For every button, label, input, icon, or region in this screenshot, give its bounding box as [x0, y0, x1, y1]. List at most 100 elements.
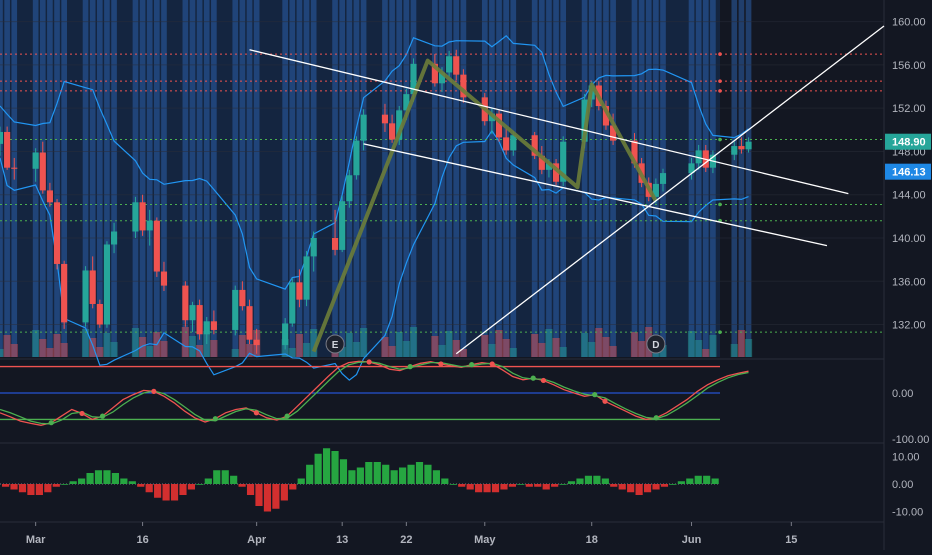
histogram-bar [382, 464, 390, 484]
candle-body [11, 167, 18, 169]
histogram-bar [703, 475, 711, 484]
histogram-bar [306, 464, 314, 484]
histogram-bar [196, 484, 204, 485]
histogram-bar [94, 470, 103, 484]
event-marker-label: E [332, 340, 339, 351]
volume-bar [744, 339, 753, 357]
date-tick-label: Mar [26, 534, 46, 546]
crossover-dot [407, 364, 413, 370]
crossover-dot [79, 410, 85, 417]
crossover-dot [48, 420, 54, 426]
volume-bar [695, 340, 703, 357]
volume-bar [609, 346, 617, 357]
histogram-bar [491, 484, 500, 493]
candle-body [339, 201, 346, 250]
volume-bar [395, 332, 403, 357]
level-marker [718, 202, 722, 207]
candle-body [538, 155, 545, 170]
date-tick-label: 16 [136, 534, 148, 546]
candle-body [695, 150, 702, 164]
level-marker [718, 330, 722, 334]
volume-bar [459, 349, 467, 357]
histogram-bar [52, 484, 60, 487]
volume-bar [231, 349, 239, 357]
candle-body [239, 289, 246, 307]
candle-body [581, 99, 588, 142]
volume-bar [559, 347, 567, 357]
histogram-bar [18, 484, 27, 493]
crossover-dot [602, 398, 608, 404]
crossover-dot [253, 410, 259, 416]
histogram-bar [660, 484, 669, 487]
volume-bar [53, 334, 61, 357]
event-marker-circle [646, 334, 666, 354]
volume-bar [481, 335, 489, 357]
histogram-bar [297, 478, 305, 484]
candle-body [189, 305, 196, 321]
crossover-dot [366, 359, 372, 365]
histogram-bar [390, 470, 398, 484]
candle-body [353, 140, 360, 176]
oscillator-series-line [0, 360, 749, 426]
volume-bar [46, 348, 54, 357]
histogram-bar [551, 484, 559, 487]
histogram-bar [35, 484, 43, 495]
volume-bar [181, 327, 189, 357]
volume-bar [438, 345, 446, 357]
price-tick-label: 160.00 [892, 17, 926, 29]
candle-body [403, 94, 410, 111]
candle-body [396, 110, 403, 140]
candle-body [32, 152, 39, 169]
histogram-bar [103, 470, 111, 484]
histogram-bar [339, 459, 348, 484]
volume-bar [288, 348, 296, 357]
histogram-bar [576, 478, 584, 484]
histogram-bar [27, 484, 35, 495]
price-tick-label: 132.00 [892, 320, 926, 332]
price-label-text: 146.13 [892, 167, 926, 179]
candle-body [303, 256, 310, 300]
crossover-dot [469, 362, 475, 368]
histogram-bar [559, 484, 567, 485]
crossover-dot [151, 388, 157, 394]
histogram-bar [69, 481, 77, 484]
volume-bar [588, 342, 596, 357]
oscillator-tick-label: 0.00 [892, 388, 913, 400]
candle-body [495, 113, 503, 138]
candle-body [103, 244, 111, 325]
histogram-bar [61, 484, 69, 485]
volume-bar [502, 339, 510, 357]
volume-bar [445, 331, 453, 357]
candle-body [738, 146, 745, 150]
candle-body [89, 270, 96, 304]
price-tick-label: 136.00 [892, 276, 926, 288]
histogram-bar [255, 484, 263, 506]
candle-body [346, 175, 353, 202]
histogram-bar [432, 470, 440, 484]
histogram-bar [179, 484, 187, 495]
volume-bar [60, 343, 68, 357]
histogram-bar [213, 470, 221, 484]
histogram-bar [356, 467, 364, 484]
crossover-dot [592, 392, 598, 398]
histogram-bar [694, 475, 702, 484]
candle-body [431, 63, 438, 84]
volume-bar [3, 335, 11, 357]
histogram-bar [348, 470, 356, 484]
histogram-bar [483, 484, 491, 493]
date-tick-label: Apr [247, 534, 267, 546]
histogram-bar [120, 478, 128, 484]
crossover-dot [540, 377, 547, 384]
histogram-bar [441, 478, 449, 484]
candle-body [610, 125, 617, 141]
histogram-bar [137, 484, 145, 487]
histogram-bar [610, 484, 618, 487]
volume-bar [687, 331, 696, 357]
volume-bar [310, 329, 318, 357]
histogram-bar [424, 464, 432, 484]
histogram-bar [272, 484, 280, 509]
candle-body [360, 114, 367, 141]
volume-bar [131, 328, 140, 357]
